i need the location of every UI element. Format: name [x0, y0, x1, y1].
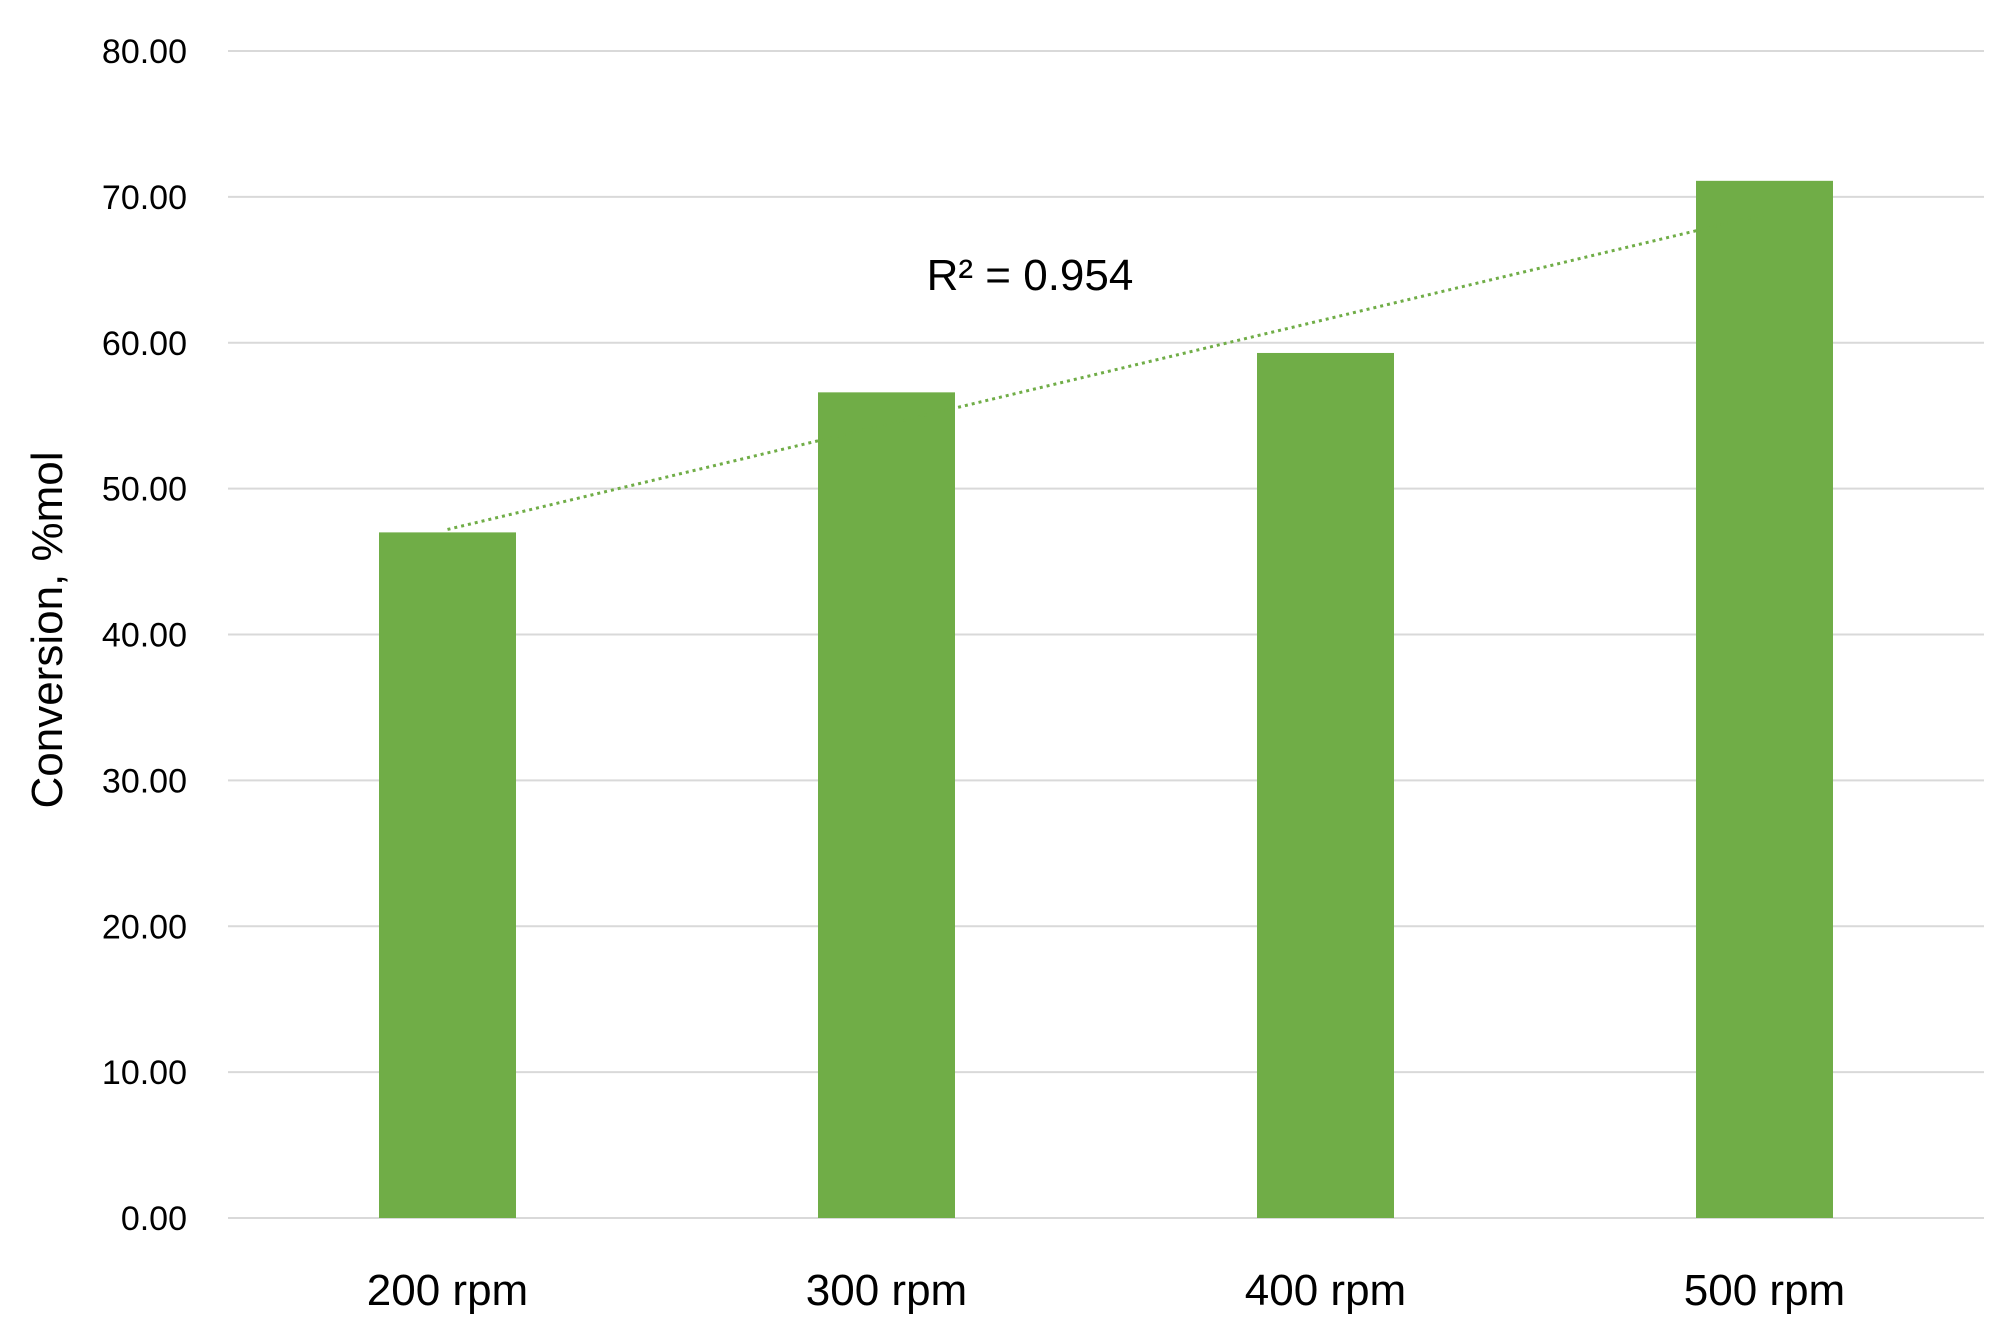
r-squared-annotation: R² = 0.954: [927, 251, 1134, 300]
y-axis-title: Conversion, %mol: [23, 451, 72, 808]
x-category-label: 400 rpm: [1245, 1266, 1406, 1315]
y-tick-label: 50.00: [102, 471, 187, 509]
y-tick-label: 30.00: [102, 762, 187, 800]
y-tick-label: 70.00: [102, 179, 187, 217]
trendline: [447, 212, 1765, 531]
bar: [1696, 180, 1833, 1219]
y-tick-label: 0.00: [121, 1200, 187, 1238]
x-category-label: 500 rpm: [1684, 1266, 1845, 1315]
y-tick-label: 80.00: [102, 33, 187, 71]
x-category-label: 300 rpm: [806, 1266, 967, 1315]
y-tick-label: 60.00: [102, 325, 187, 363]
y-tick-label: 20.00: [102, 908, 187, 946]
bars: [379, 180, 1833, 1219]
y-tick-label: 40.00: [102, 617, 187, 655]
y-tick-label: 10.00: [102, 1054, 187, 1092]
gridlines: [228, 50, 1984, 1219]
x-category-labels: 200 rpm 300 rpm 400 rpm 500 rpm: [367, 1266, 1845, 1315]
y-tick-labels: 0.00 10.00 20.00 30.00 40.00 50.00 60.00 70.00 8…: [102, 33, 187, 1238]
bar: [1257, 352, 1394, 1218]
bar: [379, 532, 516, 1218]
x-category-label: 200 rpm: [367, 1266, 528, 1315]
bar: [818, 392, 955, 1218]
